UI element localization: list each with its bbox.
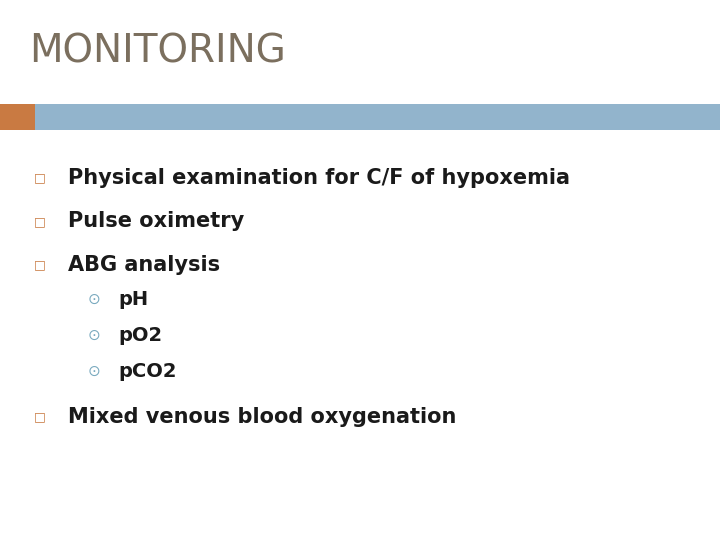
Text: □: □ [34, 410, 45, 423]
Text: Mixed venous blood oxygenation: Mixed venous blood oxygenation [68, 407, 456, 427]
Bar [0, 104, 35, 130]
Bar [0, 104, 720, 130]
Text: Physical examination for C/F of hypoxemia: Physical examination for C/F of hypoxemi… [68, 168, 570, 188]
Text: ⊙: ⊙ [87, 328, 100, 343]
Text: ⊙: ⊙ [87, 292, 100, 307]
Text: □: □ [34, 172, 45, 185]
Text: ⊙: ⊙ [87, 364, 100, 379]
Text: pH: pH [119, 290, 149, 309]
Text: pCO2: pCO2 [119, 362, 177, 381]
Text: ABG analysis: ABG analysis [68, 254, 220, 275]
Text: □: □ [34, 258, 45, 271]
Text: MONITORING: MONITORING [29, 32, 286, 70]
Text: Pulse oximetry: Pulse oximetry [68, 211, 245, 232]
Text: □: □ [34, 215, 45, 228]
Text: pO2: pO2 [119, 326, 163, 346]
